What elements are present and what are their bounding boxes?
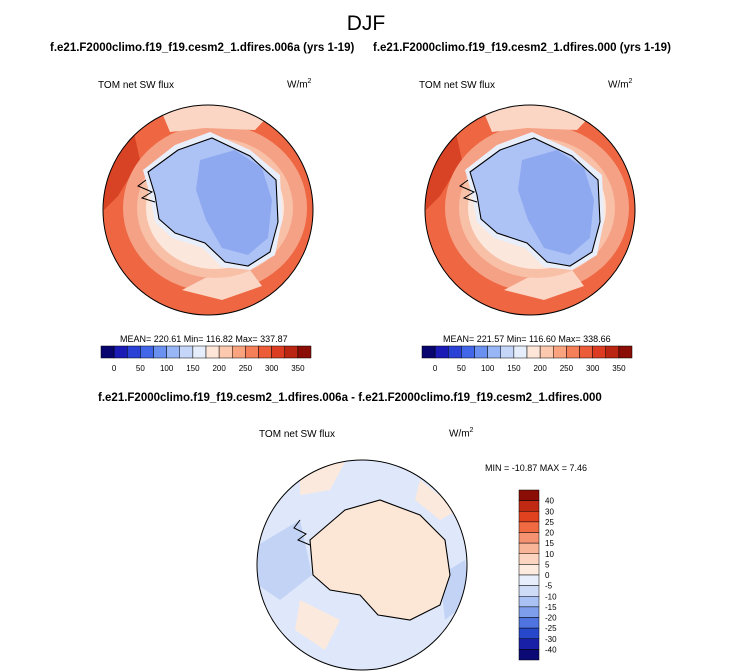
panel-1-colorbar: 0 50 100 150 200 250 300 350	[100, 345, 312, 373]
panel-1-colorbar-tick-label: 50	[136, 364, 145, 373]
diff-colorbar-swatch	[518, 511, 540, 523]
panel-2-case-title: f.e21.F2000climo.f19_f19.cesm2_1.dfires.…	[373, 42, 671, 54]
figure-title: DJF	[346, 12, 386, 35]
panel-1-colorbar-swatch	[140, 345, 154, 359]
diff-colorbar-tick-label: -40	[545, 645, 557, 654]
diff-colorbar-swatch	[518, 489, 540, 501]
diff-colorbar-tick-label: 5	[545, 560, 550, 569]
diff-colorbar-swatch	[518, 500, 540, 512]
diff-colorbar-tick-label: -5	[545, 582, 553, 591]
diff-colorbar-tick-label: 10	[545, 550, 554, 559]
diff-map	[257, 460, 467, 670]
panel-1-colorbar-swatch	[258, 345, 272, 359]
diff-variable-label: TOM net SW flux	[259, 429, 335, 440]
panel-1-colorbar-swatch	[271, 345, 285, 359]
panel-2-colorbar-swatch	[579, 345, 593, 359]
diff-colorbar-swatch	[518, 606, 540, 618]
diff-colorbar-tick-label: 20	[545, 529, 554, 538]
diff-colorbar-tick-label: -25	[545, 624, 557, 633]
panel-1-colorbar-swatch	[192, 345, 207, 359]
panel-1-variable-label: TOM net SW flux	[98, 80, 174, 91]
diff-colorbar-swatch	[518, 627, 540, 639]
panel-2-colorbar: 0 50 100 150 200 250 300 350	[421, 345, 633, 373]
panel-2-colorbar-swatch	[566, 345, 580, 359]
panel-1-colorbar-tick-label: 100	[160, 364, 174, 373]
diff-colorbar-swatch	[518, 564, 540, 576]
panel-2-colorbar-tick-label: 50	[457, 364, 466, 373]
diff-title: f.e21.F2000climo.f19_f19.cesm2_1.dfires.…	[98, 392, 602, 404]
diff-colorbar-swatch	[518, 574, 540, 586]
diff-stats: MIN = -10.87 MAX = 7.46	[485, 463, 588, 473]
panel-2-colorbar-tick-label: 150	[507, 364, 521, 373]
panel-2-colorbar-swatch	[434, 345, 449, 359]
panel-2-colorbar-tick-label: 350	[612, 364, 626, 373]
panel-2-variable-label: TOM net SW flux	[419, 80, 495, 91]
panel-1-map	[103, 105, 313, 315]
diff-colorbar-tick-label: -20	[545, 614, 557, 623]
panel-1-colorbar-swatch	[218, 345, 233, 359]
panel-2-colorbar-swatch	[448, 345, 462, 359]
panel-2-map	[425, 105, 635, 315]
panel-2-colorbar-swatch	[474, 345, 488, 359]
panel-1-colorbar-swatch	[127, 345, 141, 359]
panel-2-colorbar-swatch	[461, 345, 475, 359]
panel-2-colorbar-tick-label: 200	[533, 364, 547, 373]
panel-1-case-title: f.e21.F2000climo.f19_f19.cesm2_1.dfires.…	[50, 42, 355, 54]
diff-colorbar-swatch	[518, 649, 540, 661]
panel-2-colorbar-swatch	[618, 345, 633, 359]
panel-1-colorbar-swatch	[153, 345, 167, 359]
diff-units: W/m2	[449, 427, 474, 440]
panel-1-colorbar-swatch	[113, 345, 128, 359]
panel-2-colorbar-swatch	[592, 345, 606, 359]
diff-colorbar-tick-label: 25	[545, 518, 554, 527]
panel-1-stats: MEAN= 220.61 Min= 116.82 Max= 337.87	[120, 334, 288, 344]
panel-1-colorbar-swatch	[166, 345, 180, 359]
panel-2-colorbar-tick-label: 0	[433, 364, 438, 373]
diff-colorbar-swatch	[518, 638, 540, 650]
panel-1-colorbar-tick-label: 200	[212, 364, 226, 373]
panel-1-colorbar-swatch	[232, 345, 246, 359]
diff-colorbar-tick-label: 30	[545, 507, 554, 516]
panel-1-colorbar-tick-label: 350	[291, 364, 305, 373]
panel-2-stats: MEAN= 221.57 Min= 116.60 Max= 338.66	[443, 334, 611, 344]
panel-1-colorbar-tick-label: 300	[265, 364, 279, 373]
diff-colorbar-swatch	[518, 596, 540, 608]
diff-colorbar-tick-label: -10	[545, 592, 557, 601]
panel-1-colorbar-swatch	[100, 345, 115, 359]
diff-colorbar-swatch	[518, 585, 540, 597]
diff-colorbar-tick-label: -30	[545, 635, 557, 644]
panel-1-colorbar-tick-label: 250	[239, 364, 253, 373]
panel-1-colorbar-swatch	[205, 345, 220, 359]
diff-colorbar-tick-label: 0	[545, 571, 550, 580]
panel-2-colorbar-tick-label: 250	[560, 364, 574, 373]
diff-colorbar-swatch	[518, 617, 540, 629]
diff-colorbar-swatch	[518, 553, 540, 565]
panel-1-colorbar-tick-label: 150	[186, 364, 200, 373]
diff-colorbar-swatch	[518, 542, 540, 554]
panel-1-colorbar-swatch	[179, 345, 194, 359]
diff-colorbar-tick-label: 40	[545, 497, 554, 506]
diff-colorbar-tick-label: -15	[545, 603, 557, 612]
diff-colorbar-tick-label: 15	[545, 539, 554, 548]
panel-2-colorbar-swatch	[526, 345, 541, 359]
panel-2-colorbar-swatch	[553, 345, 567, 359]
panel-2-units: W/m2	[608, 78, 633, 91]
diff-colorbar-swatch	[518, 532, 540, 544]
panel-2-colorbar-swatch	[487, 345, 501, 359]
diff-colorbar-swatch	[518, 521, 540, 533]
panel-2-colorbar-tick-label: 100	[481, 364, 495, 373]
panel-2-colorbar-tick-label: 300	[586, 364, 600, 373]
panel-2-colorbar-swatch	[500, 345, 515, 359]
panel-2-colorbar-swatch	[539, 345, 554, 359]
panel-2-colorbar-swatch	[513, 345, 528, 359]
panel-1-colorbar-swatch	[297, 345, 312, 359]
panel-2-colorbar-swatch	[421, 345, 436, 359]
panel-1-units: W/m2	[287, 78, 312, 91]
panel-1-colorbar-tick-label: 0	[112, 364, 117, 373]
panel-1-colorbar-swatch	[245, 345, 259, 359]
panel-2-colorbar-swatch	[605, 345, 620, 359]
panel-1-colorbar-swatch	[284, 345, 299, 359]
